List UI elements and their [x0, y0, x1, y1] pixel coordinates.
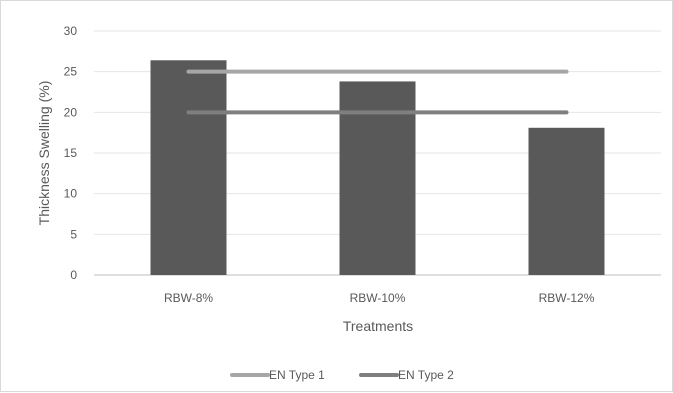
legend-label: EN Type 2	[398, 368, 454, 382]
reference-lines	[186, 69, 569, 115]
x-tick-label: RBW-8%	[164, 291, 213, 305]
x-axis-ticks: RBW-8% RBW-10% RBW-12%	[164, 291, 595, 305]
bars	[150, 60, 605, 275]
y-tick-label: 15	[64, 146, 78, 160]
y-axis-title: Thickness Swelling (%)	[36, 81, 52, 226]
legend-label: EN Type 1	[269, 368, 325, 382]
x-axis-title: Treatments	[343, 318, 413, 334]
bar	[528, 127, 605, 275]
y-tick-label: 5	[70, 227, 77, 241]
y-tick-label: 30	[64, 24, 78, 38]
y-tick-label: 25	[64, 65, 78, 79]
y-axis-ticks: 0 5 10 15 20 25 30	[64, 24, 78, 282]
bar	[150, 60, 227, 275]
y-tick-label: 20	[64, 105, 78, 119]
y-tick-label: 0	[70, 268, 77, 282]
x-tick-label: RBW-12%	[539, 291, 595, 305]
y-tick-label: 10	[64, 187, 78, 201]
legend: EN Type 1 EN Type 2	[230, 368, 454, 382]
x-tick-label: RBW-10%	[350, 291, 406, 305]
